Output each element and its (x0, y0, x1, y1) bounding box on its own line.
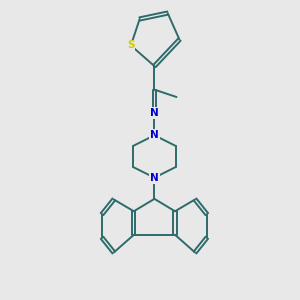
Text: N: N (150, 173, 159, 183)
Text: S: S (127, 40, 135, 50)
Text: N: N (150, 130, 159, 140)
Text: N: N (150, 108, 159, 118)
